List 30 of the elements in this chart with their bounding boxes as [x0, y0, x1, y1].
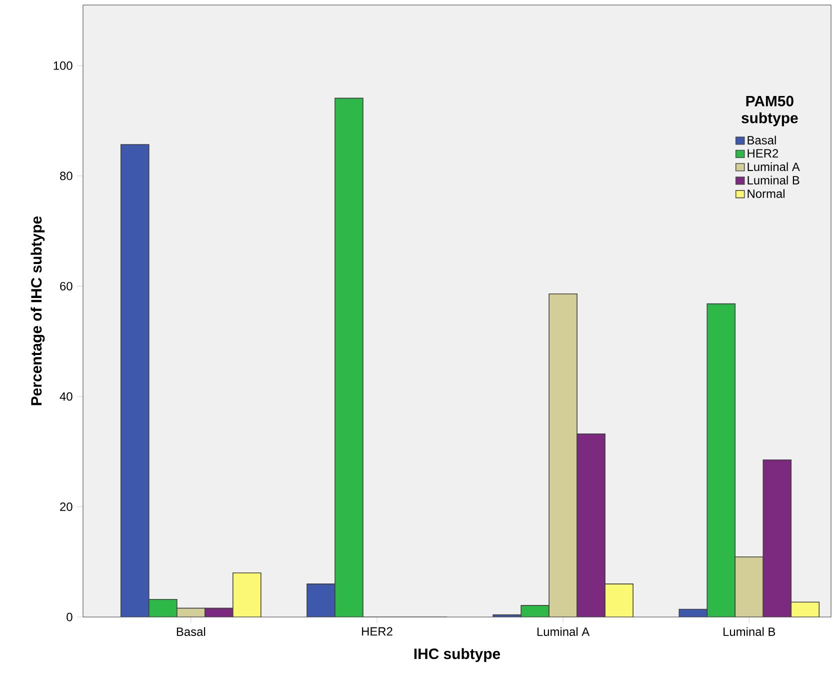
bar [334, 98, 363, 617]
bar [148, 598, 178, 617]
y-tick-label: 40 [60, 392, 72, 401]
legend-label: Basal [748, 136, 776, 144]
legend-label: Normal [748, 189, 784, 198]
bar [306, 584, 335, 617]
x-tick-label: Luminal A [537, 627, 590, 636]
bar [548, 294, 578, 617]
bar [734, 556, 764, 617]
legend-label: HER2 [748, 149, 778, 158]
x-tick-label: HER2 [362, 627, 392, 636]
y-tick-label: 20 [60, 502, 72, 511]
bar [232, 572, 262, 617]
legend-label: Luminal B [748, 176, 800, 184]
bar [706, 303, 736, 617]
bar [576, 434, 606, 617]
x-axis-title: IHC subtype [414, 648, 500, 662]
legend-label: Luminal A [748, 162, 800, 172]
bar [604, 584, 634, 617]
legend-title: PAM50 subtype [742, 96, 798, 126]
bar [790, 602, 820, 617]
bar [762, 459, 792, 617]
y-tick-label: 100 [54, 61, 72, 70]
y-tick-label: 80 [60, 172, 72, 180]
y-tick-label: 60 [60, 282, 72, 290]
bar [120, 144, 150, 617]
x-tick-label: Luminal B [724, 627, 776, 636]
y-axis-title: Percentage of IHC subtype [30, 216, 45, 406]
y-tick-label: 0 [66, 612, 72, 622]
x-tick-label: Basal [176, 627, 206, 636]
